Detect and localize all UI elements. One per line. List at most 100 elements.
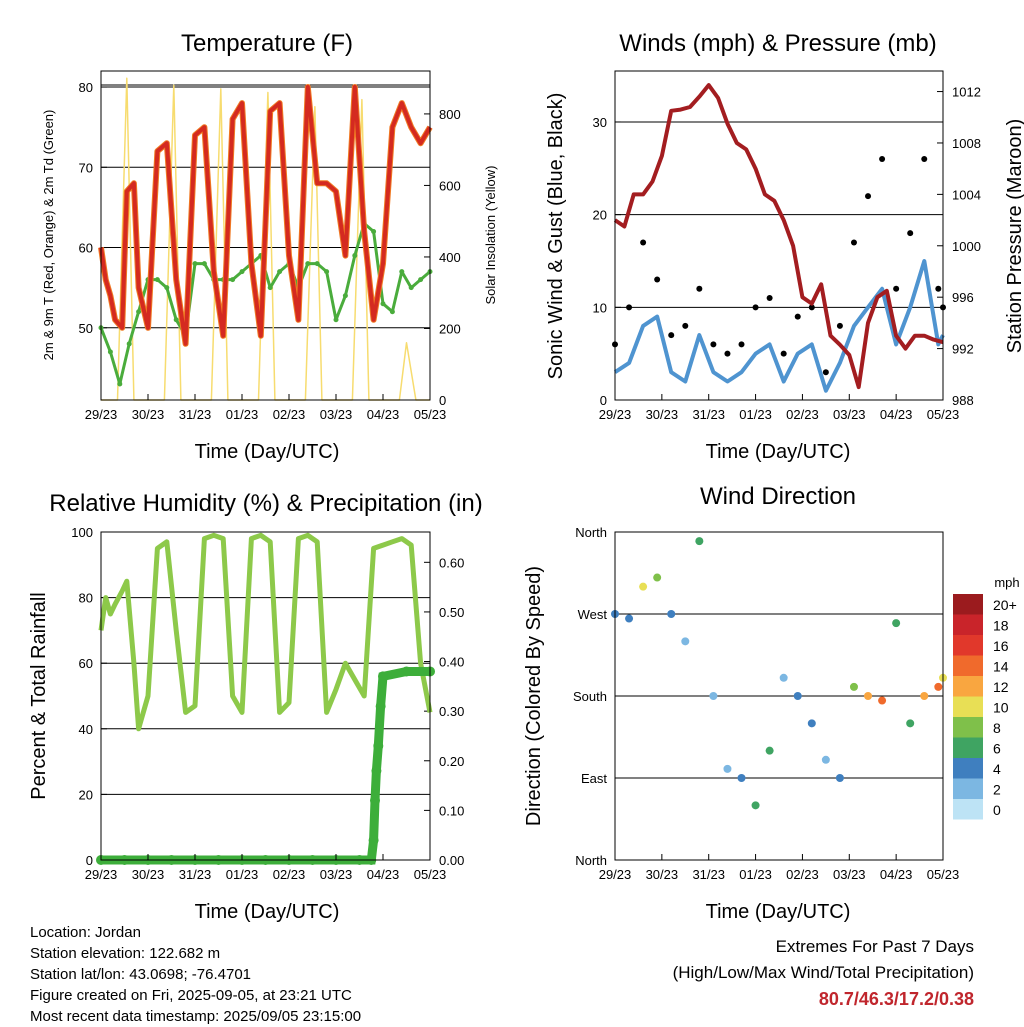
- winds-ytick-label: 10: [593, 300, 607, 315]
- info-recent: Most recent data timestamp: 2025/09/05 2…: [30, 1008, 362, 1025]
- colorbar-swatch: [953, 614, 983, 635]
- winds-title: Winds (mph) & Pressure (mb): [619, 30, 936, 57]
- humidity-ytick-label: 60: [79, 656, 93, 671]
- temperature-xtick-label: 05/23: [414, 407, 447, 422]
- winds-xtick-label: 03/23: [833, 407, 866, 422]
- colorbar-label: 18: [993, 618, 1009, 634]
- dewpoint-point: [324, 269, 330, 275]
- temperature-y2tick-label: 600: [439, 178, 461, 193]
- temp-2m-line: [99, 85, 432, 346]
- direction-point: [639, 582, 648, 591]
- colorbar-swatch: [953, 696, 983, 717]
- colorbar-title: mph: [994, 575, 1019, 590]
- humidity-y2tick-label: 0.20: [439, 754, 464, 769]
- info-latlon: Station lat/lon: 43.0698; -76.4701: [30, 966, 252, 983]
- dewpoint-point: [126, 341, 132, 347]
- direction-xtick-label: 01/23: [739, 867, 772, 882]
- direction-xtick-label: 29/23: [599, 867, 632, 882]
- gust-point: [836, 322, 843, 329]
- direction-point: [709, 692, 718, 700]
- humidity-xtick-label: 31/23: [179, 867, 212, 882]
- temperature-ylabel-right: Solar Insolation (Yellow): [483, 166, 498, 305]
- humidity-title: Relative Humidity (%) & Precipitation (i…: [49, 490, 482, 517]
- direction-point: [835, 774, 844, 782]
- dewpoint-point: [305, 261, 311, 267]
- dewpoint-point: [201, 261, 207, 267]
- gust-point: [710, 341, 717, 348]
- winds-xtick-label: 04/23: [880, 407, 913, 422]
- winds-xlabel: Time (Day/UTC): [706, 441, 851, 463]
- direction-point: [793, 692, 802, 700]
- colorbar-label: 6: [993, 741, 1001, 757]
- colorbar-label: 10: [993, 700, 1009, 716]
- gust-point: [766, 295, 773, 302]
- gust-point: [879, 156, 886, 163]
- direction-panel: Wind Direction Time (Day/UTC) Direction …: [523, 483, 1020, 923]
- direction-point: [864, 692, 873, 700]
- direction-point: [821, 755, 830, 764]
- direction-point: [723, 764, 732, 773]
- direction-point: [695, 537, 704, 546]
- humidity-frame: [100, 531, 431, 861]
- humidity-ytick-label: 80: [79, 591, 93, 606]
- rain-point: [371, 765, 382, 776]
- gust-point: [640, 239, 647, 246]
- direction-ytick-label: North: [575, 525, 607, 540]
- dewpoint-point: [267, 285, 273, 291]
- dewpoint-point: [107, 349, 113, 355]
- winds-ylabel-right: Station Pressure (Maroon): [1004, 119, 1024, 354]
- direction-frame: [614, 531, 944, 861]
- gust-point: [822, 369, 829, 376]
- direction-ylabel-left: Direction (Colored By Speed): [523, 566, 545, 826]
- gust-point: [794, 313, 801, 320]
- direction-xtick-label: 30/23: [646, 867, 679, 882]
- direction-point: [807, 719, 816, 728]
- colorbar-swatch: [953, 676, 983, 697]
- gust-point: [724, 350, 731, 357]
- gust-point: [780, 350, 787, 357]
- dewpoint-point: [408, 285, 414, 291]
- colorbar-label: 0: [993, 802, 1001, 818]
- gust-point: [696, 285, 703, 292]
- temperature-ytick-label: 50: [79, 321, 93, 336]
- direction-xtick-label: 04/23: [880, 867, 913, 882]
- direction-ytick-label: West: [578, 607, 608, 622]
- gust-point: [935, 285, 942, 292]
- direction-point: [934, 682, 943, 691]
- gust-point: [893, 285, 900, 292]
- colorbar-label: 16: [993, 638, 1009, 654]
- info-location: Location: Jordan: [30, 924, 141, 941]
- humidity-y2tick-label: 0.00: [439, 853, 464, 868]
- colorbar-label: 8: [993, 720, 1001, 736]
- humidity-xlabel: Time (Day/UTC): [195, 901, 340, 923]
- rh-line: [98, 532, 433, 732]
- winds-ytick-label: 30: [593, 115, 607, 130]
- direction-ytick-label: North: [575, 853, 607, 868]
- direction-xtick-label: 05/23: [927, 867, 960, 882]
- humidity-xtick-label: 04/23: [367, 867, 400, 882]
- colorbar-swatch: [953, 717, 983, 738]
- direction-point: [878, 696, 887, 705]
- extremes-line2: (High/Low/Max Wind/Total Precipitation): [672, 963, 974, 982]
- humidity-xtick-label: 03/23: [320, 867, 353, 882]
- dewpoint-point: [418, 277, 424, 283]
- gust-point: [865, 193, 872, 200]
- gust-point: [668, 332, 675, 339]
- direction-point: [892, 619, 901, 628]
- extremes-box: Extremes For Past 7 Days (High/Low/Max W…: [673, 934, 974, 1012]
- temperature-xtick-label: 31/23: [179, 407, 212, 422]
- gust-point: [850, 239, 857, 246]
- temperature-title: Temperature (F): [181, 30, 353, 57]
- gust-point: [626, 304, 633, 311]
- direction-point: [906, 719, 915, 728]
- temperature-ylabel-left: 2m & 9m T (Red, Orange) & 2m Td (Green): [41, 110, 56, 361]
- temperature-y2tick-label: 800: [439, 107, 461, 122]
- direction-point: [737, 774, 746, 782]
- winds-xtick-label: 02/23: [786, 407, 819, 422]
- dewpoint-point: [230, 277, 236, 283]
- humidity-xtick-label: 05/23: [414, 867, 447, 882]
- direction-xtick-label: 03/23: [833, 867, 866, 882]
- rain-point: [375, 701, 386, 712]
- direction-xlabel: Time (Day/UTC): [706, 901, 851, 923]
